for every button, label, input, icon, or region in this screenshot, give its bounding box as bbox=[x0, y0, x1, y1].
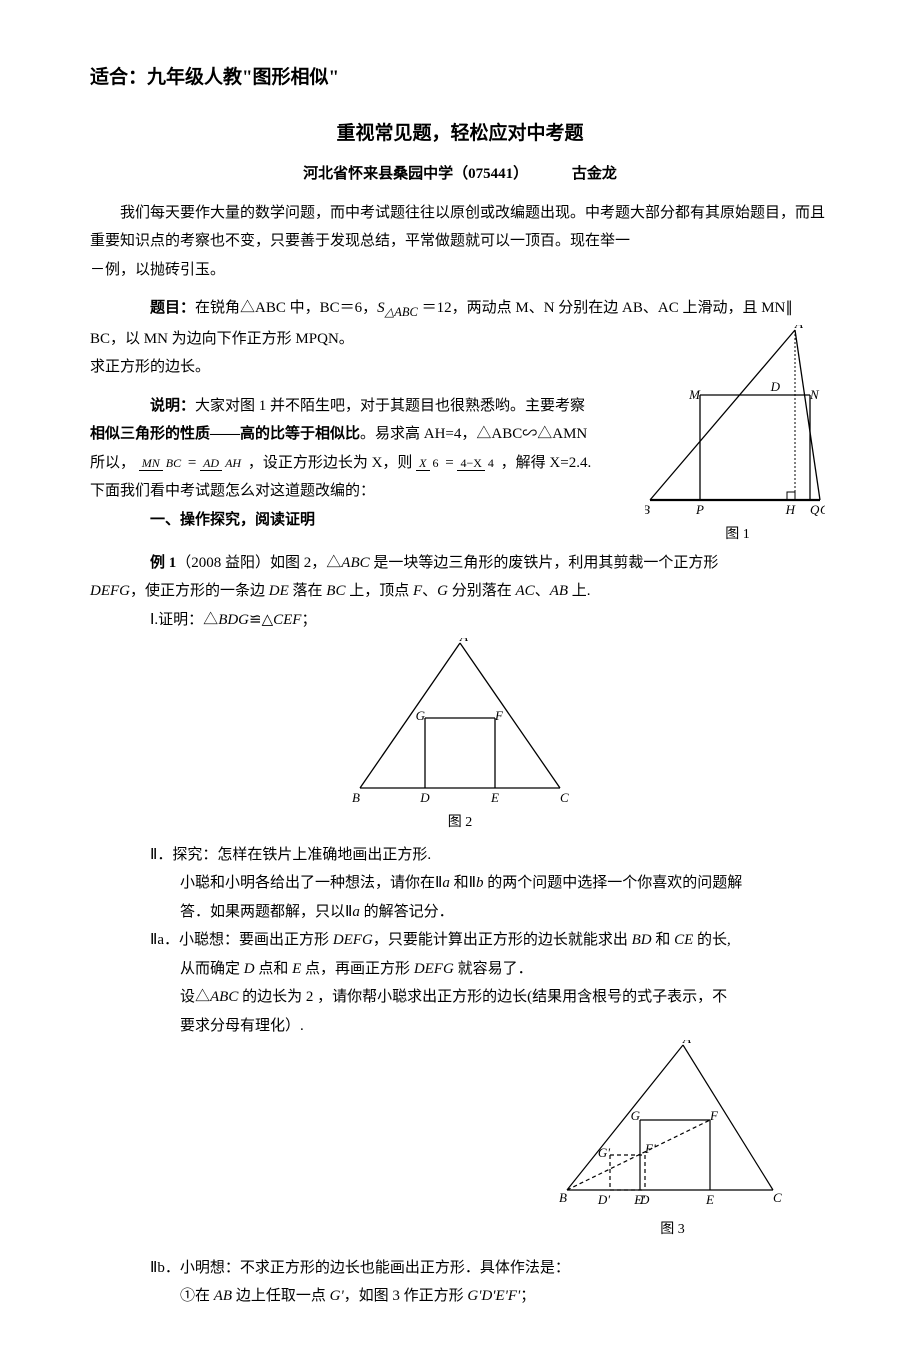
explain-l2-b: ，设正方形边长为 X，则 bbox=[248, 455, 413, 471]
IIb-l1: Ⅱb．小明想：不求正方形的边长也能画出正方形．具体作法是： bbox=[90, 1254, 830, 1283]
svg-text:N: N bbox=[809, 387, 820, 402]
frac-mn-bc: MNBC bbox=[139, 452, 184, 475]
figure-3-svg: ABCDEGFG'F'D'E' bbox=[555, 1040, 785, 1215]
figure-2-svg: A B C D E G F bbox=[350, 638, 570, 808]
byline-school: 河北省怀来县桑园中学（075441） bbox=[303, 166, 528, 182]
IIa-l3: 设△ABC 的边长为 2 ，请你帮小聪求出正方形的边长(结果用含根号的式子表示，… bbox=[180, 983, 830, 1012]
svg-text:E': E' bbox=[633, 1192, 645, 1207]
svg-text:Q: Q bbox=[810, 502, 820, 517]
IIa-label: Ⅱa． bbox=[150, 932, 179, 948]
ex1-src: （2008 益阳）如图 2，△ bbox=[176, 555, 341, 571]
svg-text:C: C bbox=[773, 1190, 782, 1205]
figure-2: A B C D E G F 图 2 bbox=[90, 638, 830, 837]
frac-x-6: X6 bbox=[416, 452, 441, 475]
svg-text:B: B bbox=[352, 790, 360, 805]
ex1-src-b: 是一块等边三角形的废铁片，利用其剪裁一个正方形 bbox=[370, 555, 719, 571]
svg-text:E: E bbox=[705, 1192, 714, 1207]
figure-2-caption: 图 2 bbox=[90, 810, 830, 837]
abc1: ABC bbox=[341, 555, 369, 571]
problem-text-b: ＝12，两动点 M、N 分别在边 AB、AC 上滑动，且 MN∥ bbox=[418, 300, 793, 316]
svg-text:G: G bbox=[416, 708, 426, 723]
figure-3-caption: 图 3 bbox=[555, 1217, 790, 1244]
intro-p1: 我们每天要作大量的数学问题，而中考试题往往以原创或改编题出现。中考题大部分都有其… bbox=[90, 199, 830, 256]
svg-text:C: C bbox=[820, 502, 825, 517]
figure-1-caption: 图 1 bbox=[645, 522, 830, 549]
problem-line1: 题目：在锐角△ABC 中，BC＝6，S△ABC ＝12，两动点 M、N 分别在边… bbox=[90, 294, 830, 325]
S: S bbox=[377, 300, 385, 316]
ex1-II: Ⅱ．探究：怎样在铁片上准确地画出正方形. bbox=[90, 841, 830, 870]
svg-text:M: M bbox=[688, 387, 701, 402]
svg-text:H: H bbox=[785, 502, 796, 517]
svg-text:A: A bbox=[459, 638, 468, 644]
explain-label: 说明： bbox=[150, 398, 195, 414]
svg-text:F': F' bbox=[644, 1141, 656, 1156]
byline-author: 古金龙 bbox=[572, 166, 617, 182]
explain-text-b: 。易求高 AH=4，△ABC∽△AMN bbox=[360, 426, 587, 442]
figure-3: ABCDEGFG'F'D'E' 图 3 bbox=[555, 1040, 790, 1244]
svg-text:C: C bbox=[560, 790, 569, 805]
IIa-l2: 从而确定 D 点和 E 点，再画正方形 DEFG 就容易了． bbox=[180, 955, 830, 984]
intro-p2: －例，以抛砖引玉。 bbox=[90, 256, 830, 285]
explain-l2-a: 所以， bbox=[90, 455, 135, 471]
S-sub: △ABC bbox=[385, 305, 418, 319]
svg-text:B: B bbox=[559, 1190, 567, 1205]
frac-4mx-4: 4−X4 bbox=[457, 452, 496, 475]
problem-text-a: 在锐角△ABC 中，BC＝6， bbox=[195, 300, 377, 316]
explain-bold: 相似三角形的性质——高的比等于相似比 bbox=[90, 426, 360, 442]
frac-ad-ah: ADAH bbox=[200, 452, 244, 475]
IIb-label: Ⅱb． bbox=[150, 1260, 180, 1276]
IIa-l1: Ⅱa．小聪想：要画出正方形 DEFG，只要能计算出正方形的边长就能求出 BD 和… bbox=[90, 926, 830, 955]
IIa-body: 从而确定 D 点和 E 点，再画正方形 DEFG 就容易了． 设△ABC 的边长… bbox=[180, 955, 830, 1041]
byline: 河北省怀来县桑园中学（075441） 古金龙 bbox=[90, 160, 830, 189]
IIb-l2: ①在 AB 边上任取一点 G'，如图 3 作正方形 G'D'E'F'； bbox=[90, 1282, 830, 1311]
ex1-I: Ⅰ.证明：△BDG≌△CEF； bbox=[90, 606, 830, 635]
IIa-l4: 要求分母有理化）. bbox=[180, 1012, 830, 1041]
svg-text:D': D' bbox=[597, 1192, 610, 1207]
svg-text:E: E bbox=[490, 790, 499, 805]
svg-text:B: B bbox=[645, 502, 650, 517]
page-title: 重视常见题，轻松应对中考题 bbox=[90, 116, 830, 152]
svg-text:D: D bbox=[770, 379, 781, 394]
svg-text:A: A bbox=[794, 325, 803, 331]
ex1-II-p1: 小聪和小明各给出了一种想法，请你在Ⅱa 和Ⅱb 的两个问题中选择一个你喜欢的问题… bbox=[90, 869, 830, 898]
problem-label: 题目： bbox=[150, 300, 195, 316]
svg-text:D: D bbox=[419, 790, 430, 805]
figure-1: A B C M N D P QH 图 1 bbox=[645, 325, 830, 549]
svg-text:G': G' bbox=[598, 1145, 610, 1160]
svg-text:F: F bbox=[709, 1108, 719, 1123]
suitable-line: 适合：九年级人教"图形相似" bbox=[90, 60, 830, 96]
svg-text:P: P bbox=[695, 502, 704, 517]
explain-text-a: 大家对图 1 并不陌生吧，对于其题目也很熟悉哟。主要考察 bbox=[195, 398, 585, 414]
svg-text:A: A bbox=[682, 1040, 691, 1046]
svg-text:F: F bbox=[494, 708, 504, 723]
svg-text:G: G bbox=[631, 1108, 641, 1123]
ex1-label: 例 1 bbox=[150, 555, 176, 571]
ex1-II-p2: 答．如果两题都解，只以Ⅱa 的解答记分． bbox=[90, 898, 830, 927]
ex1-line1: 例 1（2008 益阳）如图 2，△ABC 是一块等边三角形的废铁片，利用其剪裁… bbox=[90, 549, 830, 578]
ex1-line2: DEFG，使正方形的一条边 DE 落在 BC 上，顶点 F、G 分别落在 AC、… bbox=[90, 577, 830, 606]
figure-1-svg: A B C M N D P QH bbox=[645, 325, 825, 520]
explain-l2-c: ，解得 X=2.4. bbox=[501, 455, 592, 471]
